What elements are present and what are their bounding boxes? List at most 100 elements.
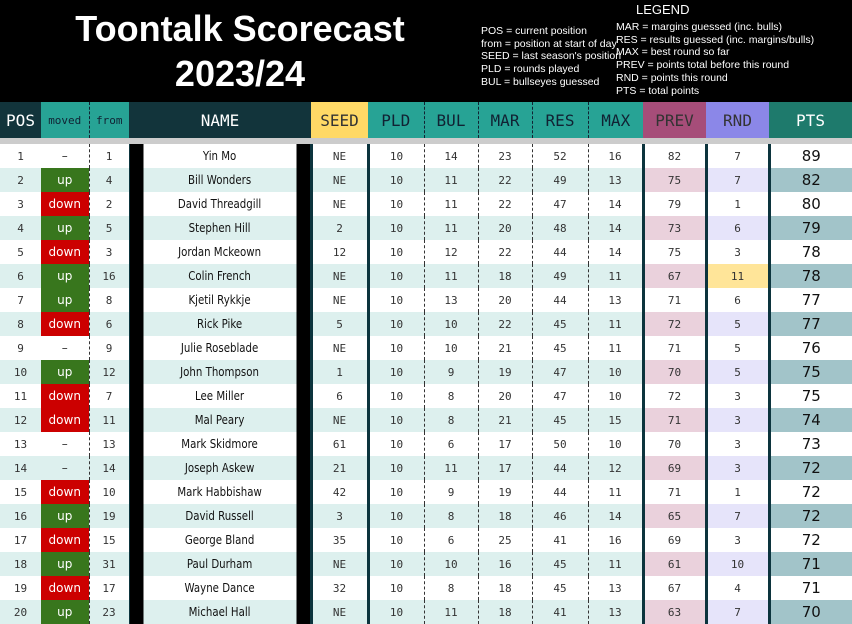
- table-row[interactable]: 6 up 16 Colin French NE 10 11 18 49 11 67 11 78: [0, 264, 852, 288]
- cell-prev: 75: [641, 168, 706, 192]
- cell-seed: NE: [309, 264, 368, 288]
- cell-seed: NE: [309, 192, 368, 216]
- table-row[interactable]: 4 up 5 Stephen Hill 2 10 11 20 48 14 73 6 79: [0, 216, 852, 240]
- cell-pld: 10: [366, 216, 424, 240]
- movement-badge: down: [41, 480, 89, 504]
- table-row[interactable]: 12 down 11 Mal Peary NE 10 8 21 45 15 71 3 74: [0, 408, 852, 432]
- cell-pld: 10: [366, 168, 424, 192]
- cell-rnd: 11: [704, 264, 769, 288]
- cell-bul: 9: [423, 480, 478, 504]
- cell-mar: 17: [477, 456, 532, 480]
- cell-res: 49: [531, 264, 588, 288]
- table-row[interactable]: 15 down 10 Mark Habbishaw 42 10 9 19 44 11 71 1 72: [0, 480, 852, 504]
- legend-title: LEGEND: [636, 2, 690, 17]
- legend-item: BUL = bullseyes guessed: [481, 75, 600, 88]
- cell-bul: 14: [423, 144, 478, 168]
- table-row[interactable]: 9–9 Julie Roseblade NE 10 10 21 45 11 71 5 76: [0, 336, 852, 360]
- cell-name: Julie Roseblade: [142, 336, 298, 360]
- cell-pld: 10: [366, 528, 424, 552]
- cell-rnd: 3: [704, 240, 769, 264]
- table-row[interactable]: 14–14 Joseph Askew 21 10 11 17 44 12 69 3 72: [0, 456, 852, 480]
- cell-from: 11: [88, 408, 129, 432]
- table-row[interactable]: 1–1 Yin Mo NE 10 14 23 52 16 82 7 89: [0, 144, 852, 168]
- table-row[interactable]: 18 up 31 Paul Durham NE 10 10 16 45 11 61 10 71: [0, 552, 852, 576]
- table-row[interactable]: 8 down 6 Rick Pike 5 10 10 22 45 11 72 5 77: [0, 312, 852, 336]
- cell-pos: 11: [0, 384, 41, 408]
- table-row[interactable]: 13–13 Mark Skidmore 61 10 6 17 50 10 70 3 73: [0, 432, 852, 456]
- cell-pts: 82: [767, 168, 852, 192]
- legend-left: POS = current position from = position at…: [481, 25, 621, 89]
- cell-pts: 76: [767, 336, 852, 360]
- table-row[interactable]: 19 down 17 Wayne Dance 32 10 8 18 45 13 67 4 71: [0, 576, 852, 600]
- column-header-res[interactable]: RES: [531, 102, 588, 138]
- column-header-seed[interactable]: SEED: [311, 102, 368, 138]
- cell-pts: 77: [767, 312, 852, 336]
- cell-rnd: 5: [704, 312, 769, 336]
- cell-bul: 10: [423, 336, 478, 360]
- table-row[interactable]: 10 up 12 John Thompson 1 10 9 19 47 10 70 5 75: [0, 360, 852, 384]
- cell-seed: 3: [309, 504, 368, 528]
- table-row[interactable]: 16 up 19 David Russell 3 10 8 18 46 14 65 7 72: [0, 504, 852, 528]
- cell-pld: 10: [366, 480, 424, 504]
- cell-mar: 18: [477, 576, 532, 600]
- column-header-pld[interactable]: PLD: [368, 102, 424, 138]
- cell-mar: 16: [477, 552, 532, 576]
- table-row[interactable]: 3 down 2 David Threadgill NE 10 11 22 47 14 79 1 80: [0, 192, 852, 216]
- column-header-rnd[interactable]: RND: [706, 102, 769, 138]
- table-row[interactable]: 20 up 23 Michael Hall NE 10 11 18 41 13 63 7 70: [0, 600, 852, 624]
- table-row[interactable]: 11 down 7 Lee Miller 6 10 8 20 47 10 72 3 75: [0, 384, 852, 408]
- cell-prev: 71: [641, 336, 706, 360]
- column-header-pos[interactable]: POS: [0, 102, 41, 138]
- cell-pos: 5: [0, 240, 41, 264]
- cell-mar: 17: [477, 432, 532, 456]
- cell-pos: 1: [0, 144, 41, 168]
- cell-pld: 10: [366, 144, 424, 168]
- cell-name: Lee Miller: [142, 384, 298, 408]
- cell-from: 12: [88, 360, 129, 384]
- cell-prev: 82: [641, 144, 706, 168]
- cell-rnd: 6: [704, 216, 769, 240]
- cell-from: 17: [88, 576, 129, 600]
- table-row[interactable]: 2 up 4 Bill Wonders NE 10 11 22 49 13 75 7 82: [0, 168, 852, 192]
- legend-item: SEED = last season's position: [481, 50, 622, 63]
- cell-bul: 13: [423, 288, 478, 312]
- table-row[interactable]: 17 down 15 George Bland 35 10 6 25 41 16 69 3 72: [0, 528, 852, 552]
- cell-rnd: 1: [704, 192, 769, 216]
- column-header-bul[interactable]: BUL: [423, 102, 478, 138]
- cell-name: John Thompson: [142, 360, 298, 384]
- movement-badge: up: [41, 168, 89, 192]
- column-header-from[interactable]: from: [88, 102, 129, 138]
- column-header-mar[interactable]: MAR: [477, 102, 532, 138]
- cell-prev: 71: [641, 288, 706, 312]
- column-header-name[interactable]: NAME: [129, 102, 311, 138]
- cell-name: Kjetil Rykkje: [142, 288, 298, 312]
- cell-pld: 10: [366, 600, 424, 624]
- cell-mar: 18: [477, 504, 532, 528]
- cell-prev: 72: [641, 384, 706, 408]
- cell-max: 14: [587, 216, 643, 240]
- cell-bul: 6: [423, 432, 478, 456]
- cell-mar: 22: [477, 240, 532, 264]
- table-row[interactable]: 5 down 3 Jordan Mckeown 12 10 12 22 44 14 75 3 78: [0, 240, 852, 264]
- cell-from: 31: [88, 552, 129, 576]
- cell-prev: 67: [641, 264, 706, 288]
- movement-badge: –: [41, 432, 89, 456]
- column-header-prev[interactable]: PREV: [643, 102, 706, 138]
- cell-seed: NE: [309, 600, 368, 624]
- movement-badge: –: [41, 336, 89, 360]
- column-header-moved[interactable]: moved: [41, 102, 89, 138]
- movement-badge: down: [41, 528, 89, 552]
- cell-max: 15: [587, 408, 643, 432]
- column-header-max[interactable]: MAX: [587, 102, 643, 138]
- cell-seed: NE: [309, 552, 368, 576]
- cell-name: Joseph Askew: [142, 456, 298, 480]
- column-header-pts[interactable]: PTS: [769, 102, 852, 138]
- cell-pts: 72: [767, 504, 852, 528]
- cell-from: 8: [88, 288, 129, 312]
- table-row[interactable]: 7 up 8 Kjetil Rykkje NE 10 13 20 44 13 71 6 77: [0, 288, 852, 312]
- cell-res: 47: [531, 360, 588, 384]
- cell-seed: NE: [309, 144, 368, 168]
- cell-name: David Threadgill: [142, 192, 298, 216]
- cell-name: Mark Skidmore: [142, 432, 298, 456]
- cell-rnd: 7: [704, 504, 769, 528]
